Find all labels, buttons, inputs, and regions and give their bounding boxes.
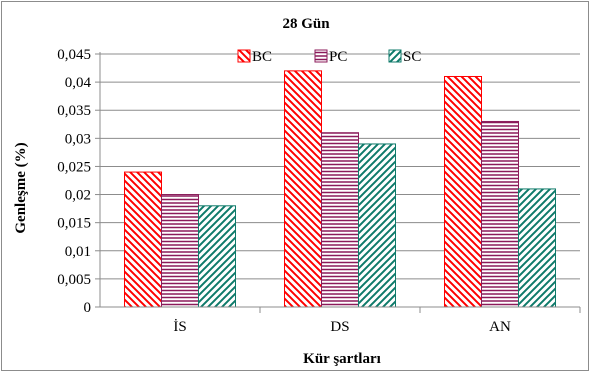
bar-bc-1 <box>284 70 322 308</box>
bar-bc-2 <box>444 75 482 308</box>
x-tick-label: DS <box>330 319 349 335</box>
x-tick-label: AN <box>489 319 511 335</box>
bar-pc-0 <box>161 194 199 308</box>
y-tick-label: 0,02 <box>65 188 91 204</box>
legend-label: SC <box>403 49 421 65</box>
y-tick-label: 0,04 <box>65 75 92 91</box>
y-tick-label: 0,015 <box>57 216 91 232</box>
axes: 0 0,005 0,01 0,015 0,02 0,025 0,03 0,035 0,04 0,0… <box>57 47 581 335</box>
bar-sc-1 <box>358 143 396 308</box>
chart-title: 28 Gün <box>282 16 330 32</box>
y-tick-label: 0,045 <box>57 47 91 63</box>
y-tick-label: 0,025 <box>57 159 91 175</box>
bar-sc-0 <box>198 205 236 308</box>
x-tick-label: İS <box>173 319 186 335</box>
y-tick-label: 0,01 <box>65 244 91 260</box>
legend-swatch <box>314 49 328 63</box>
legend: BC PC SC <box>237 49 421 65</box>
y-axis-label: Genleşme (%) <box>13 142 29 233</box>
bar-sc-2 <box>518 188 556 308</box>
bar-pc-2 <box>481 120 519 308</box>
bar-pc-1 <box>321 132 359 308</box>
legend-label: BC <box>252 49 272 65</box>
legend-item-pc: PC <box>314 49 347 65</box>
bars <box>124 70 556 308</box>
legend-swatch <box>388 49 402 63</box>
legend-item-bc: BC <box>237 49 272 65</box>
y-tick-label: 0,005 <box>57 272 91 288</box>
y-tick-label: 0,035 <box>57 103 91 119</box>
legend-item-sc: SC <box>388 49 421 65</box>
y-tick-label: 0,03 <box>65 131 91 147</box>
legend-swatch <box>237 49 251 63</box>
legend-label: PC <box>329 49 347 65</box>
x-axis-label: Kür şartları <box>303 351 381 367</box>
y-tick-label: 0 <box>84 300 92 316</box>
bar-bc-0 <box>124 171 162 308</box>
